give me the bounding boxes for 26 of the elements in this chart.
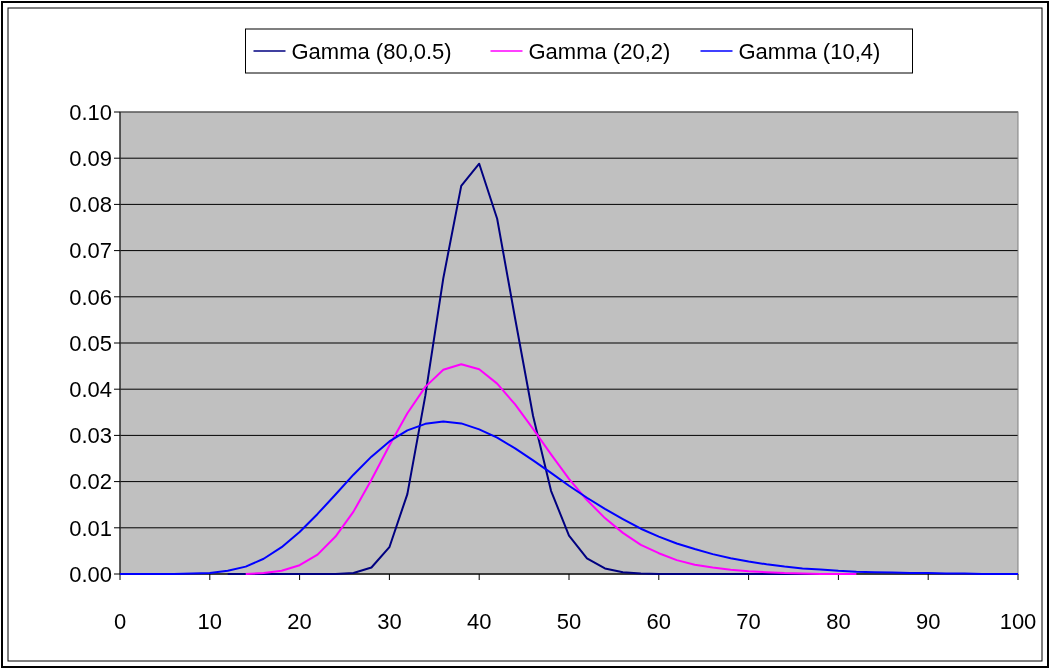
- y-tick-label: 0.00: [69, 561, 112, 587]
- line-series: [244, 363, 858, 575]
- y-tick-label: 0.04: [69, 376, 112, 402]
- x-tick-label: 10: [197, 609, 223, 634]
- legend-label: Gamma (80,0.5): [291, 38, 452, 64]
- y-tick-label: 0.07: [69, 238, 112, 264]
- x-tick-label: 40: [466, 609, 492, 634]
- y-tick-label: 0.09: [69, 145, 112, 171]
- legend-label: Gamma (20,2): [528, 38, 671, 64]
- y-tick-label: 0.02: [69, 469, 112, 495]
- x-tick-label: 100: [999, 609, 1037, 634]
- x-tick-label: 60: [646, 609, 672, 634]
- y-tick-label: 0.01: [69, 515, 112, 541]
- x-tick-label: 80: [826, 609, 851, 634]
- x-tick-label: 0: [113, 609, 127, 634]
- y-tick-label: 0.06: [69, 284, 112, 310]
- y-tick-label: 0.03: [69, 423, 112, 449]
- x-tick-label: 20: [287, 609, 312, 634]
- x-tick-label: 30: [377, 609, 402, 634]
- y-tick-label: 0.05: [69, 330, 112, 356]
- x-tick-label: 70: [736, 609, 761, 634]
- y-tick-label: 0.08: [69, 192, 112, 218]
- x-tick-label: 50: [556, 609, 582, 634]
- legend-label: Gamma (10,4): [738, 38, 881, 64]
- x-tick-label: 90: [915, 609, 941, 634]
- y-tick-label: 0.10: [69, 99, 112, 125]
